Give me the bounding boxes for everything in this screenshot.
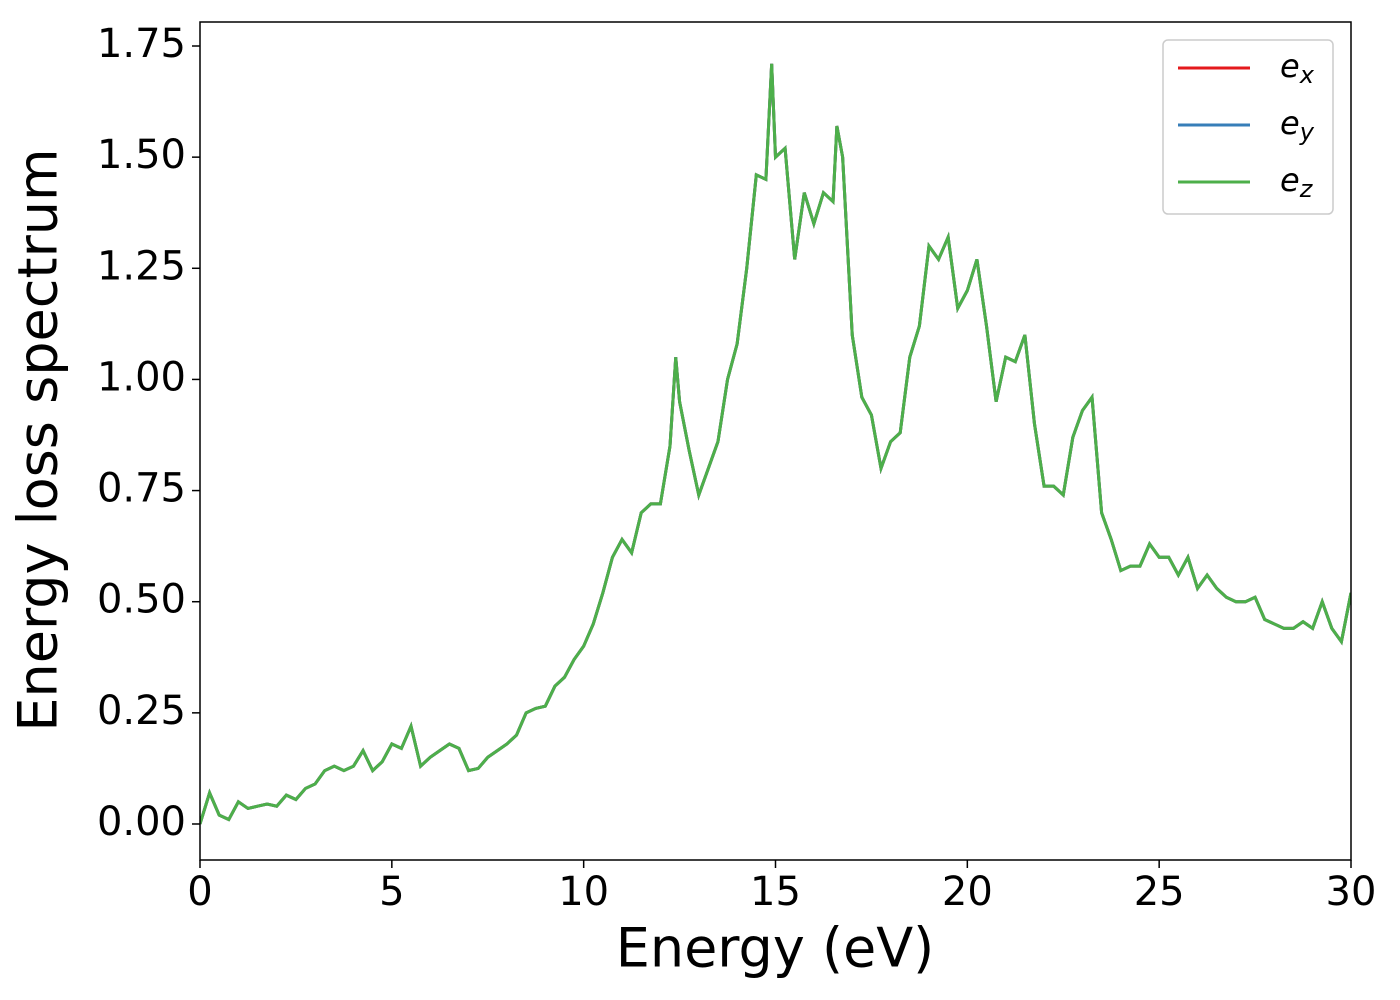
x-tick-label: 15 bbox=[750, 869, 801, 915]
y-tick-label: 1.25 bbox=[97, 243, 186, 289]
y-tick-label: 1.00 bbox=[97, 354, 186, 400]
y-tick-label: 0.75 bbox=[97, 466, 186, 512]
x-tick-label: 0 bbox=[187, 869, 212, 915]
x-tick-label: 10 bbox=[558, 869, 609, 915]
x-axis-label: Energy (eV) bbox=[616, 917, 935, 980]
y-tick-label: 1.50 bbox=[97, 132, 186, 178]
legend-label: ey bbox=[1280, 104, 1315, 146]
x-tick-label: 20 bbox=[942, 869, 993, 915]
x-tick-label: 30 bbox=[1326, 869, 1377, 915]
y-axis-label: Energy loss spectrum bbox=[7, 148, 70, 731]
plot-frame bbox=[199, 21, 1352, 861]
y-tick-label: 0.25 bbox=[97, 688, 186, 734]
x-tick-label: 25 bbox=[1134, 869, 1185, 915]
legend-label: ex bbox=[1280, 47, 1315, 89]
line-series bbox=[200, 63, 1351, 825]
x-tick-label: 5 bbox=[379, 869, 404, 915]
y-tick-label: 0.50 bbox=[97, 577, 186, 623]
legend-label: ez bbox=[1280, 161, 1314, 203]
y-tick-label: 1.75 bbox=[97, 21, 186, 67]
legend-box bbox=[1162, 39, 1334, 215]
y-tick-label: 0.00 bbox=[97, 799, 186, 845]
